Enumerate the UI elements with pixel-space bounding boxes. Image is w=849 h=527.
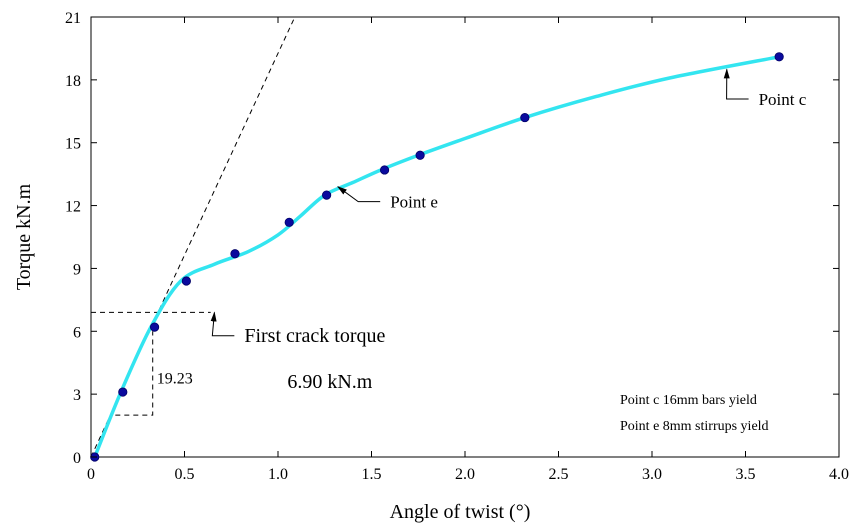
note-point-e: Point e 8mm stirrups yield — [620, 419, 769, 434]
data-point — [149, 322, 160, 332]
y-tick-label: 18 — [65, 73, 81, 90]
x-tick-label: 2.0 — [455, 466, 475, 483]
x-tick-label: 3.0 — [642, 466, 662, 483]
y-tick-label: 0 — [73, 450, 81, 467]
annotation-label: Point c — [759, 90, 807, 109]
slope-label: 19.23 — [157, 371, 193, 388]
y-tick-label: 21 — [65, 10, 81, 27]
annotation-label: First crack torque — [244, 325, 385, 347]
data-point — [181, 276, 191, 286]
annotation-arrow — [723, 68, 749, 100]
annotation-label: 6.90 kN.m — [287, 371, 372, 393]
y-tick-label: 15 — [65, 136, 81, 153]
x-tick-label: 3.5 — [736, 466, 756, 483]
data-point — [118, 387, 128, 397]
data-point — [379, 165, 390, 175]
tick-layer: 0 0.5 1.0 1.5 2.0 2.5 3.0 3.5 4.0 0 3 6 9 12 15 18 21 — [65, 10, 849, 483]
legend-notes: Point c 16mm bars yield Point e 8mm stir… — [620, 393, 769, 434]
annotation-arrow — [210, 311, 235, 337]
x-tick-label: 0.5 — [175, 466, 195, 483]
y-tick-label: 6 — [73, 324, 81, 341]
y-tick-label: 12 — [65, 199, 81, 216]
x-axis-title: Angle of twist (°) — [390, 501, 531, 523]
data-point — [284, 217, 294, 227]
x-tick-label: 1.5 — [362, 466, 382, 483]
x-tick-label: 1.0 — [268, 466, 288, 483]
y-axis-title: Torque kN.m — [13, 183, 35, 290]
data-point — [230, 249, 240, 259]
annotation-layer: First crack torque 6.90 kN.m Point e Point … — [210, 68, 807, 393]
x-tick-label: 0 — [87, 466, 95, 483]
annotation-arrow — [337, 186, 381, 203]
annotation-label: Point e — [390, 193, 438, 212]
data-point — [774, 52, 784, 62]
y-tick-label: 3 — [73, 387, 81, 404]
note-point-c: Point c 16mm bars yield — [620, 393, 757, 408]
y-tick-label: 9 — [73, 261, 81, 278]
data-point — [415, 150, 425, 160]
data-point — [520, 112, 530, 123]
data-point — [322, 190, 332, 200]
x-tick-label: 4.0 — [829, 466, 849, 483]
x-tick-label: 2.5 — [549, 466, 569, 483]
slope-triangle — [115, 331, 154, 416]
reference-lines: 19.23 — [90, 16, 296, 458]
marker-layer — [90, 52, 784, 462]
